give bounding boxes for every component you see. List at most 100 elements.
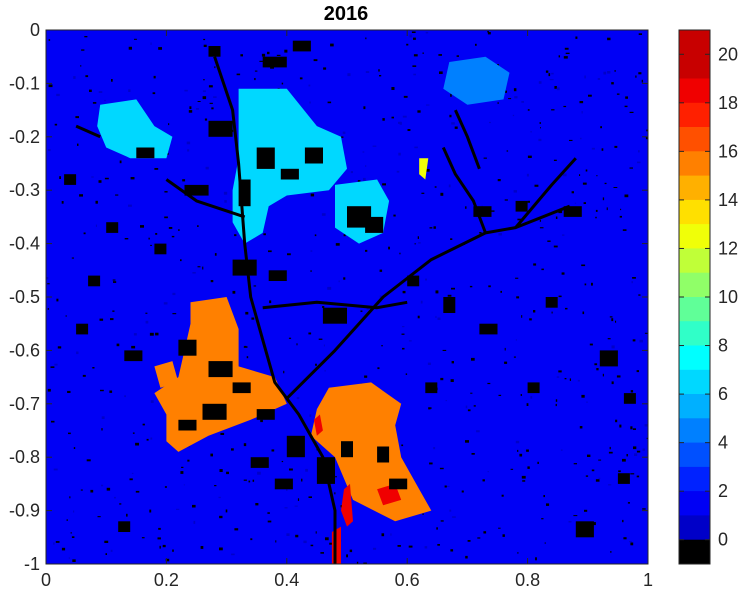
speckle-cell (417, 315, 420, 319)
speckle-cell (360, 310, 363, 312)
speckle-cell (630, 542, 634, 546)
speckle-cell (622, 519, 624, 523)
speckle-cell (308, 84, 311, 87)
speckle-cell (582, 311, 585, 315)
speckle-cell (425, 31, 429, 34)
speckle-cell (581, 394, 585, 398)
speckle-cell (403, 95, 408, 98)
speckle-cell (402, 115, 407, 118)
speckle-cell (124, 238, 129, 240)
speckle-cell (214, 66, 216, 69)
speckle-cell (61, 547, 66, 551)
speckle-cell (418, 242, 421, 244)
speckle-cell (631, 281, 633, 284)
speckle-cell (296, 397, 300, 400)
speckle-cell (246, 356, 249, 359)
heatmap-zero-patch (232, 382, 251, 394)
speckle-cell (624, 194, 629, 198)
speckle-cell (95, 224, 97, 227)
colorbar-tick-label: 0 (718, 530, 728, 550)
speckle-cell (149, 509, 152, 513)
speckle-cell (365, 249, 368, 252)
speckle-cell (600, 126, 602, 129)
speckle-cell (564, 47, 569, 50)
speckle-cell (487, 382, 491, 385)
speckle-cell (519, 453, 523, 457)
speckle-cell (526, 449, 529, 452)
speckle-cell (479, 232, 482, 234)
speckle-cell (309, 101, 311, 104)
speckle-cell (452, 516, 456, 518)
speckle-cell (608, 451, 613, 454)
speckle-cell (497, 179, 501, 182)
speckle-cell (584, 75, 586, 79)
speckle-cell (626, 454, 628, 457)
speckle-cell (299, 77, 303, 80)
speckle-cell (551, 72, 554, 75)
speckle-cell (82, 374, 86, 377)
speckle-cell (547, 240, 551, 242)
speckle-cell (275, 540, 277, 543)
speckle-cell (377, 367, 380, 370)
speckle-cell (186, 141, 191, 145)
speckle-cell (498, 527, 501, 529)
speckle-cell (638, 150, 640, 153)
speckle-cell (131, 472, 134, 474)
speckle-cell (85, 75, 89, 78)
speckle-cell (310, 544, 314, 547)
speckle-cell (543, 495, 545, 498)
speckle-cell (620, 208, 622, 211)
speckle-cell (129, 478, 133, 481)
speckle-cell (615, 320, 617, 323)
speckle-cell (373, 547, 377, 550)
speckle-cell (101, 416, 105, 419)
speckle-cell (446, 485, 450, 487)
speckle-cell (615, 419, 618, 423)
speckle-cell (595, 216, 597, 219)
speckle-cell (379, 295, 382, 299)
speckle-cell (555, 216, 558, 219)
speckle-cell (616, 375, 621, 378)
colorbar-tick-label: 6 (718, 384, 728, 404)
speckle-cell (573, 515, 578, 517)
speckle-cell (607, 338, 611, 340)
speckle-cell (315, 363, 317, 366)
speckle-cell (630, 390, 634, 393)
heatmap-zero-patch (154, 243, 167, 255)
speckle-cell (114, 496, 116, 499)
y-tick-label: -0.2 (9, 127, 40, 147)
speckle-cell (580, 137, 582, 140)
speckle-cell (92, 367, 95, 369)
speckle-cell (633, 446, 637, 450)
speckle-cell (629, 111, 634, 113)
speckle-cell (101, 484, 104, 487)
speckle-cell (436, 527, 438, 530)
speckle-cell (491, 210, 495, 212)
speckle-cell (381, 533, 385, 537)
speckle-cell (259, 60, 264, 62)
y-tick-label: -0.9 (9, 501, 40, 521)
speckle-cell (450, 238, 453, 240)
speckle-cell (544, 542, 546, 544)
speckle-cell (435, 315, 437, 318)
y-tick-label: -0.6 (9, 340, 40, 360)
speckle-cell (95, 200, 98, 204)
speckle-cell (116, 343, 120, 347)
heatmap-zero-patch (425, 382, 438, 394)
speckle-cell (225, 509, 228, 513)
speckle-cell (253, 285, 257, 287)
speckle-cell (413, 37, 416, 40)
speckle-cell (638, 72, 642, 75)
speckle-cell (638, 33, 642, 35)
speckle-cell (226, 471, 229, 475)
speckle-cell (413, 54, 418, 57)
speckle-cell (126, 513, 128, 517)
speckle-cell (609, 446, 611, 450)
speckle-cell (607, 71, 611, 74)
speckle-cell (517, 218, 522, 221)
speckle-cell (187, 149, 190, 152)
speckle-cell (149, 332, 154, 336)
speckle-cell (502, 534, 505, 537)
speckle-cell (202, 96, 207, 100)
speckle-cell (286, 533, 290, 536)
